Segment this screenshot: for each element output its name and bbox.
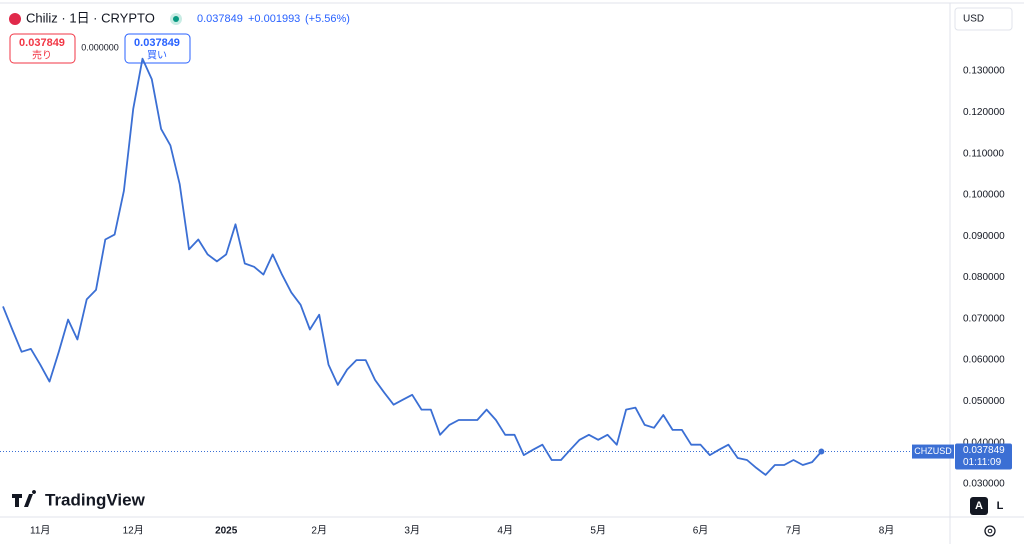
price-badge-value: 0.037849: [963, 445, 1005, 456]
symbol-logo: [9, 13, 21, 25]
brand: TradingView: [45, 490, 146, 509]
x-tick-label: 8月: [879, 525, 895, 537]
sell-button[interactable]: [9, 33, 76, 64]
symbol: Chiliz · 1日 · CRYPTO: [26, 10, 155, 25]
buy-price: 0.037849: [134, 37, 180, 49]
x-tick-label: 7月: [786, 525, 802, 537]
price-line: [2, 57, 823, 476]
ticker-badge: [912, 444, 954, 459]
log-scale-label[interactable]: L: [997, 500, 1004, 512]
buy-button[interactable]: [124, 33, 191, 64]
y-tick-label: 0.040000: [963, 437, 1005, 448]
status-dot: [173, 16, 179, 22]
y-tick-label: 0.090000: [963, 231, 1005, 242]
auto-scale-button[interactable]: [970, 497, 988, 515]
y-tick-label: 0.070000: [963, 313, 1005, 324]
y-tick-label: 0.110000: [963, 148, 1004, 159]
sell-price: 0.037849: [19, 37, 65, 49]
y-tick-label: 0.080000: [963, 272, 1005, 283]
spread: 0.000000: [81, 42, 119, 52]
currency: USD: [963, 14, 984, 25]
y-tick-label: 0.060000: [963, 355, 1005, 366]
buy-label: 買い: [147, 50, 167, 62]
header-change: +0.001993: [248, 13, 300, 25]
settings-icon[interactable]: [984, 525, 996, 537]
countdown: 01:11:09: [963, 457, 1002, 468]
y-tick-label: 0.120000: [963, 107, 1005, 118]
header-change-pct: (+5.56%): [305, 13, 350, 25]
x-tick-label: 2025: [215, 526, 238, 537]
x-tick-label: 6月: [693, 525, 709, 537]
auto-scale-label: A: [975, 500, 983, 512]
brand-logo: [12, 490, 37, 507]
y-tick-label: 0.050000: [963, 396, 1005, 407]
sell-label: 売り: [32, 49, 52, 62]
x-tick-label: 11月: [30, 525, 50, 537]
header-price: 0.037849: [197, 13, 243, 25]
y-tick-label: 0.130000: [963, 66, 1005, 77]
y-tick-label: 0.100000: [963, 190, 1005, 201]
x-tick-label: 4月: [497, 525, 513, 537]
settings-icon-center: [987, 528, 993, 534]
x-tick-label: 12月: [123, 525, 144, 537]
last-point: [818, 448, 825, 455]
x-tick-label: 3月: [404, 525, 420, 537]
x-tick-label: 5月: [590, 525, 606, 537]
price-badge: [955, 443, 1012, 470]
x-tick-label: 2月: [311, 525, 327, 537]
currency-button[interactable]: [954, 7, 1013, 31]
ticker: CHZUSD: [914, 446, 952, 456]
y-tick-label: 0.030000: [963, 479, 1005, 490]
